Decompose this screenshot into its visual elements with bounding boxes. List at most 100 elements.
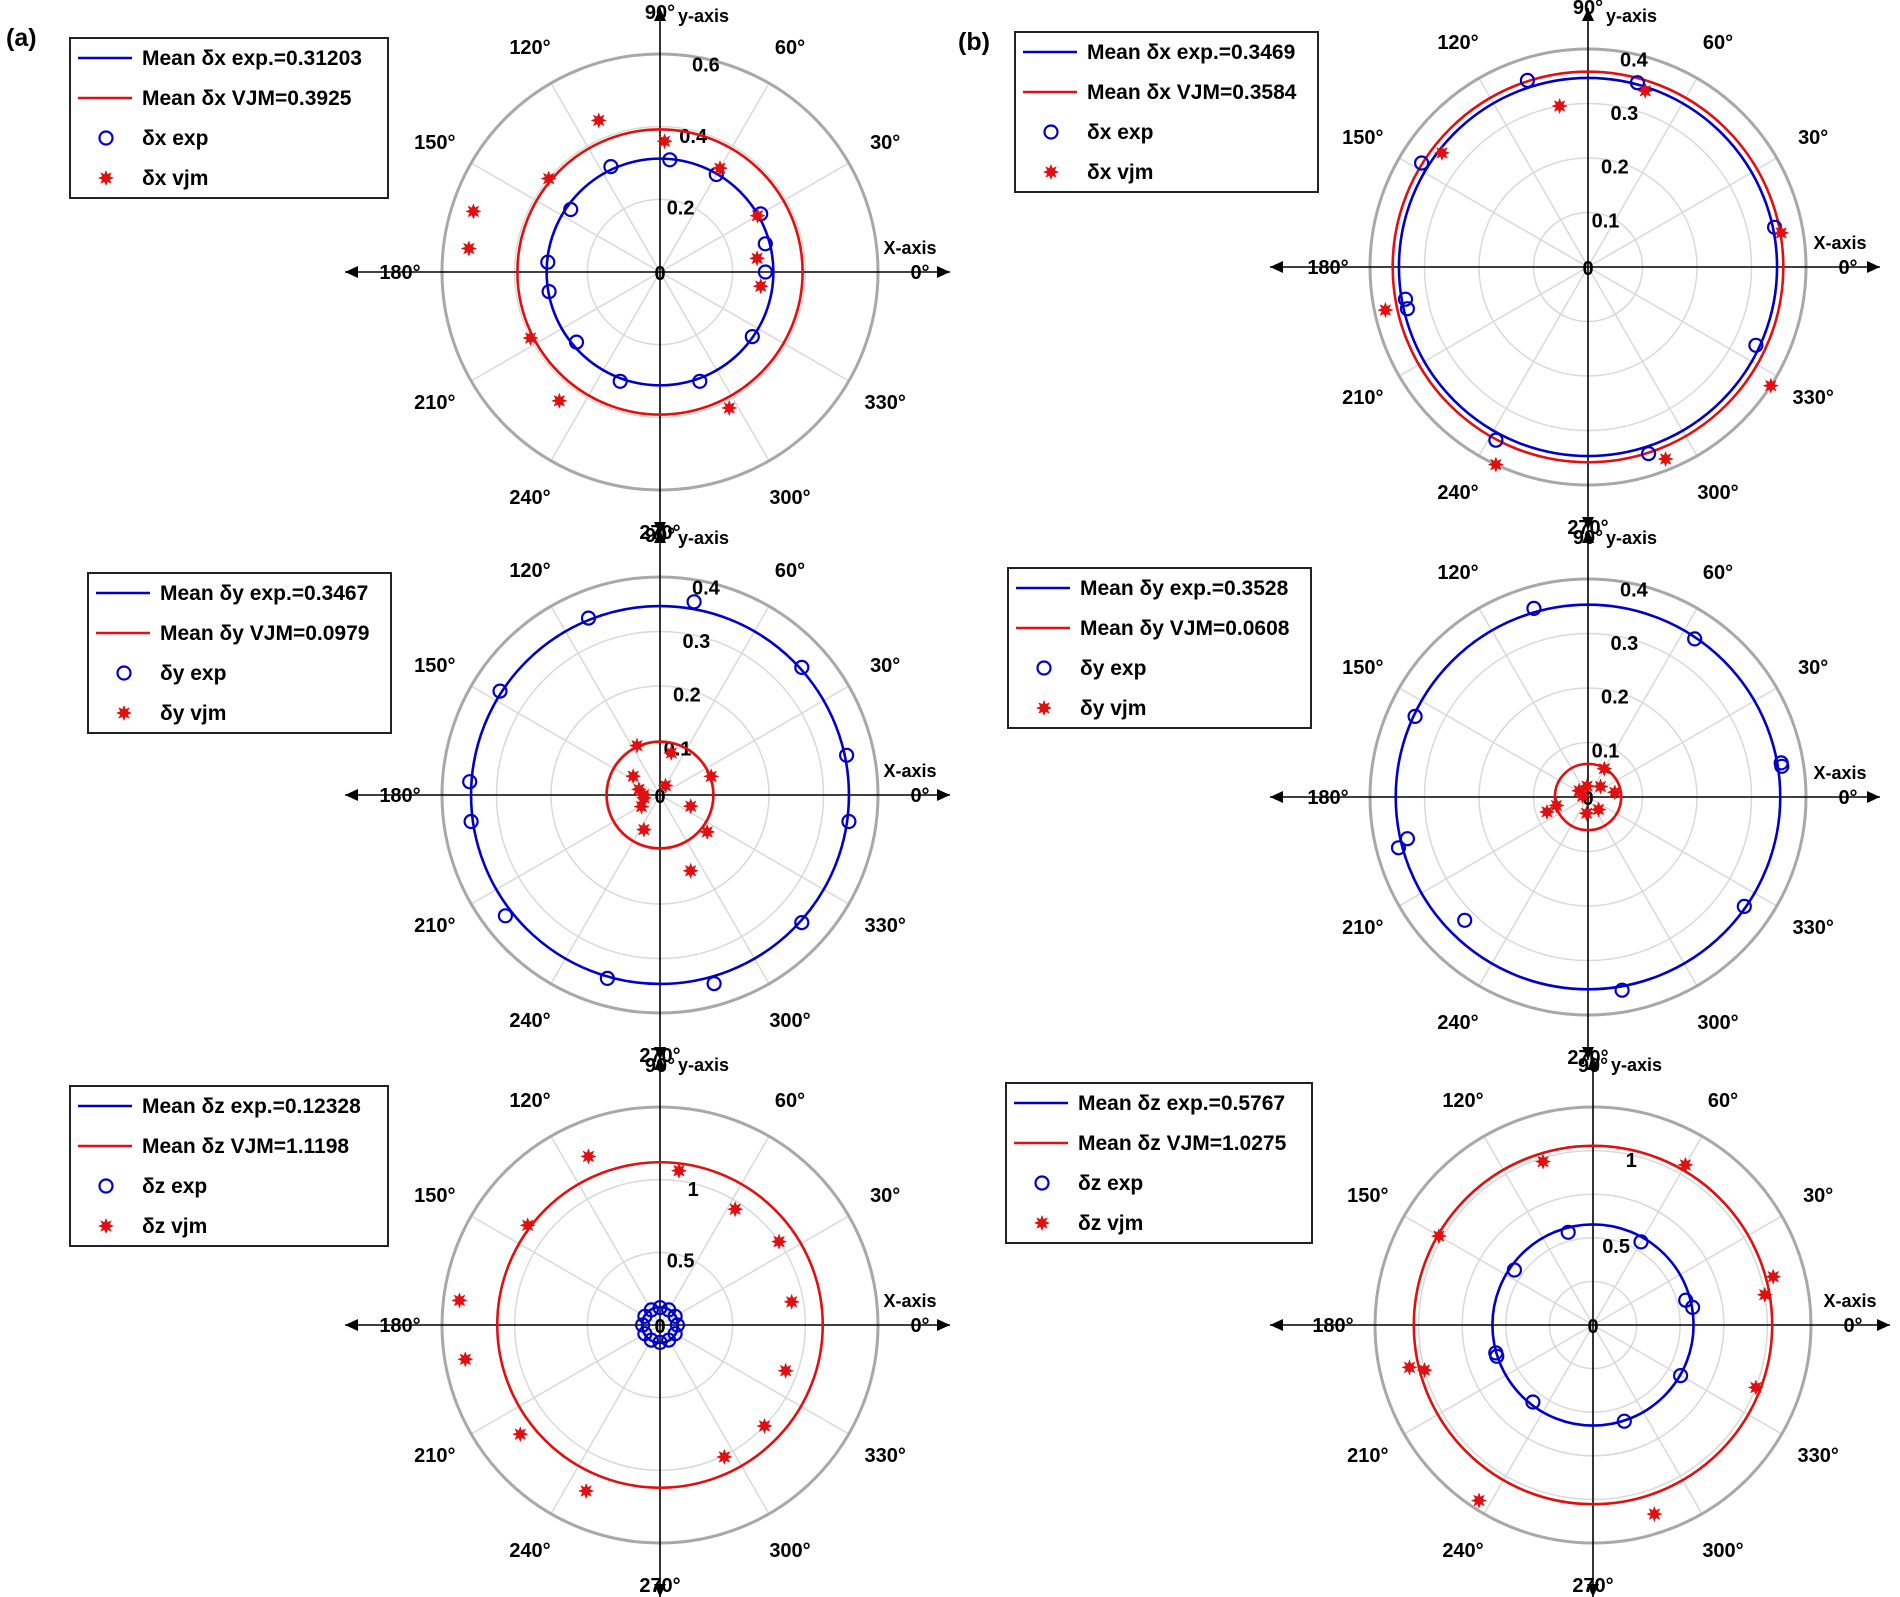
vjm-point [1416, 1361, 1433, 1379]
mean-circle-vjm [1553, 762, 1623, 832]
grid-spoke [1483, 1135, 1594, 1326]
legend-swatch-exp-marker [1036, 660, 1052, 676]
exp-point [1399, 301, 1416, 317]
vjm-point [777, 1362, 794, 1379]
r-tick-label: 1 [1626, 1150, 1637, 1172]
exp-point [463, 813, 479, 830]
grid-spoke [659, 1215, 850, 1326]
angle-label-60: 60° [1708, 1090, 1738, 1112]
grid-spoke [470, 162, 661, 273]
exp-point [1560, 1224, 1576, 1240]
angle-label-210: 210° [414, 392, 455, 414]
vjm-point [752, 277, 769, 295]
y-axis-label: y-axis [678, 6, 729, 26]
legend-box [1014, 31, 1319, 193]
exp-point [652, 1334, 668, 1351]
angle-label-150: 150° [1342, 127, 1383, 149]
angle-label-120: 120° [1437, 32, 1478, 54]
y-axis-label: y-axis [1611, 1055, 1662, 1075]
exp-point [661, 1302, 677, 1318]
angle-label-90: 90° [1573, 0, 1603, 19]
exp-point [563, 201, 579, 218]
legend-box [69, 37, 389, 199]
legend-entry-1: Mean δy exp.=0.3528 [1080, 577, 1289, 600]
mean-circle-exp [1397, 76, 1779, 458]
exp-point [540, 254, 556, 270]
exp-point [838, 747, 855, 763]
exp-point [841, 813, 857, 830]
x-arrow-left [1270, 791, 1283, 803]
vjm-point [1551, 97, 1568, 115]
angle-label-270: 270° [639, 1045, 680, 1067]
angle-label-30: 30° [870, 655, 900, 677]
angle-label-240: 240° [509, 1540, 550, 1562]
y-axis-label: y-axis [1606, 528, 1657, 548]
angle-label-120: 120° [1442, 1090, 1483, 1112]
angle-label-240: 240° [509, 1010, 550, 1032]
vjm-point [682, 797, 699, 815]
angle-label-150: 150° [414, 132, 455, 154]
r-tick-label: 0.4 [1620, 49, 1649, 71]
angle-label-180: 180° [1307, 787, 1348, 809]
legend-entry-2: Mean δy VJM=0.0979 [160, 622, 369, 645]
vjm-point [465, 203, 482, 220]
vjm-point [770, 1233, 788, 1250]
angle-label-330: 330° [865, 915, 906, 937]
angle-label-270: 270° [1567, 517, 1608, 539]
y-arrow-down [1587, 1584, 1599, 1597]
mean-circle-exp [545, 157, 775, 387]
x-arrow-left [1270, 1319, 1283, 1331]
angle-label-120: 120° [1437, 562, 1478, 584]
origin-label: 0 [1582, 788, 1593, 810]
angle-label-90: 90° [645, 1055, 675, 1077]
polar-chart-2: X-axis y-axis 0° 30° 60° 90° 120° 150° 180° 210° 2… [1014, 0, 1880, 539]
angle-label-60: 60° [775, 1090, 805, 1112]
panel-label-b: (b) [958, 28, 990, 56]
legend-swatch-exp-marker [116, 665, 132, 681]
y-arrow-down [1582, 517, 1594, 530]
exp-point [1614, 982, 1630, 998]
vjm-point [698, 823, 716, 841]
vjm-point [1433, 144, 1451, 162]
vjm-point [1401, 1359, 1418, 1376]
mean-circle-vjm [1412, 1144, 1774, 1506]
legend-entry-1: Mean δx exp.=0.3469 [1087, 41, 1295, 64]
exp-point [1633, 1234, 1649, 1250]
exp-point [1774, 758, 1790, 774]
angle-label-300: 300° [1702, 1540, 1743, 1562]
legend-swatch-vjm-marker [1035, 699, 1053, 717]
x-axis-label: X-axis [883, 238, 936, 258]
angle-label-330: 330° [1793, 387, 1834, 409]
exp-point [757, 236, 773, 252]
exp-point [1672, 1367, 1689, 1384]
exp-point [1616, 1413, 1632, 1429]
exp-point [1684, 1299, 1701, 1316]
exp-point [637, 1308, 653, 1324]
origin-label: 0 [654, 786, 665, 808]
vjm-point [1430, 1227, 1448, 1245]
legend-entry-1: Mean δz exp.=0.5767 [1078, 1092, 1285, 1115]
vjm-point [1470, 1492, 1488, 1509]
grid-spoke [550, 271, 661, 462]
grid-spoke [550, 1324, 661, 1515]
exp-point [1519, 72, 1536, 89]
grid-spoke [1592, 1215, 1783, 1326]
origin-label: 0 [654, 263, 665, 285]
vjm-point [1606, 784, 1624, 801]
y-arrow-up [654, 8, 666, 21]
legend-box [87, 572, 392, 734]
legend-entry-4: δz vjm [142, 1215, 207, 1238]
vjm-point [1548, 797, 1565, 814]
grid-spoke [659, 1135, 770, 1326]
vjm-point [590, 112, 608, 129]
angle-label-180: 180° [379, 1315, 420, 1337]
angle-label-210: 210° [414, 915, 455, 937]
mean-circle-exp [640, 1305, 680, 1345]
legend-swatch-vjm-marker [97, 1217, 115, 1235]
angle-label-150: 150° [1342, 657, 1383, 679]
angle-label-300: 300° [769, 1010, 810, 1032]
x-arrow-right [937, 266, 950, 278]
angle-label-0: 0° [910, 262, 929, 284]
angle-label-270: 270° [1567, 1047, 1608, 1069]
